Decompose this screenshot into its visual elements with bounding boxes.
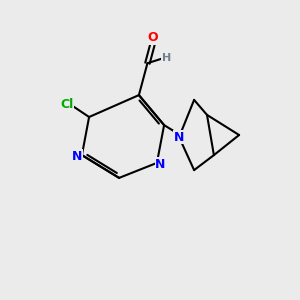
Text: Cl: Cl: [60, 98, 74, 111]
Text: N: N: [174, 130, 184, 144]
Text: O: O: [148, 31, 158, 44]
Text: N: N: [72, 150, 82, 163]
Text: N: N: [155, 158, 166, 171]
Text: H: H: [162, 53, 171, 63]
